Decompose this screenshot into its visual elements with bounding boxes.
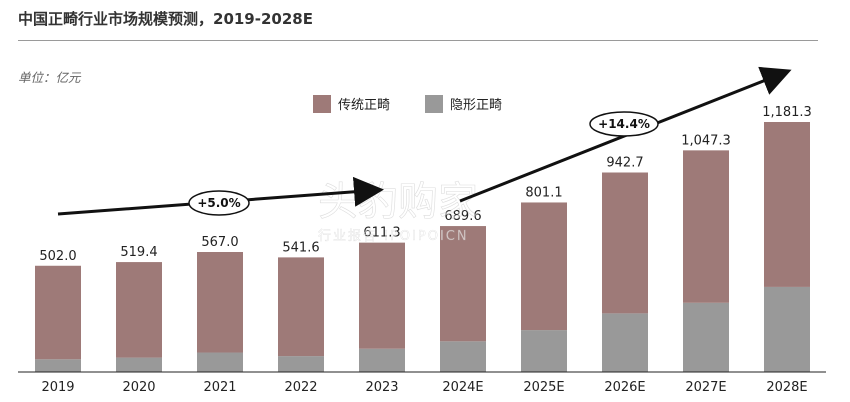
category-label-2026E: 2026E [604,380,645,395]
category-label-2025E: 2025E [523,380,564,395]
category-label-2024E: 2024E [442,380,483,395]
total-label-2024E: 689.6 [444,209,481,224]
bar-traditional-2020 [116,262,162,358]
category-labels-group: 2019 2020 2021 2022 2023 2024E 2025E 2026E 2027E… [41,380,807,395]
bar-invisible-2021 [197,352,243,372]
bar-traditional-2027E [683,150,729,303]
legend: 传统正畸 隐形正畸 [313,95,502,113]
bar-invisible-2027E [683,302,729,372]
bar-invisible-2022 [278,356,324,372]
cagr-label-1: +5.0% [197,196,240,210]
bar-invisible-2019 [35,359,81,372]
total-label-2027E: 1,047.3 [681,133,731,148]
category-label-2028E: 2028E [766,380,807,395]
bar-traditional-2023 [359,242,405,349]
cagr-badge-1: +5.0% [188,190,250,216]
legend-label-invisible: 隐形正畸 [450,98,502,113]
legend-swatch-invisible [425,95,443,113]
bar-invisible-2028E [764,286,810,372]
bar-traditional-2022 [278,257,324,357]
title-divider [18,40,818,41]
category-label-2027E: 2027E [685,380,726,395]
total-label-2025E: 801.1 [525,185,562,200]
value-labels-group: 502.0 519.4 567.0 541.6 611.3 689.6 801.1 942.7… [39,105,811,264]
category-label-2020: 2020 [122,380,155,395]
bar-traditional-2025E [521,202,567,331]
cagr-label-2: +14.4% [598,117,650,131]
total-label-2023: 611.3 [363,226,400,241]
category-label-2019: 2019 [41,380,74,395]
total-label-2020: 519.4 [120,245,157,260]
bar-traditional-2028E [764,122,810,287]
total-label-2021: 567.0 [201,235,238,250]
unit-label: 单位：亿元 [18,70,81,85]
category-label-2022: 2022 [284,380,317,395]
total-label-2028E: 1,181.3 [762,105,812,120]
cagr-badge-1-ellipse [188,190,250,216]
bar-traditional-2026E [602,172,648,314]
total-label-2022: 541.6 [282,240,319,255]
bar-traditional-2019 [35,265,81,360]
bars-group [35,122,810,372]
bar-invisible-2024E [440,341,486,372]
category-label-2023: 2023 [365,380,398,395]
bar-invisible-2025E [521,330,567,372]
bar-invisible-2026E [602,313,648,372]
bar-traditional-2021 [197,252,243,353]
bar-traditional-2024E [440,226,486,342]
legend-label-traditional: 传统正畸 [338,98,390,113]
cagr-badge-2: +14.4% [589,111,659,137]
bar-invisible-2023 [359,348,405,372]
chart-title: 中国正畸行业市场规模预测，2019-2028E [18,10,313,28]
category-label-2021: 2021 [203,380,236,395]
bar-invisible-2020 [116,357,162,372]
watermark-main: 头豹购家 [318,179,478,225]
legend-swatch-traditional [313,95,331,113]
total-label-2019: 502.0 [39,249,76,264]
total-label-2026E: 942.7 [606,155,643,170]
watermark-sub: 行业报告 IPOIPOICN [318,229,469,244]
cagr-badge-2-ellipse [589,111,659,137]
